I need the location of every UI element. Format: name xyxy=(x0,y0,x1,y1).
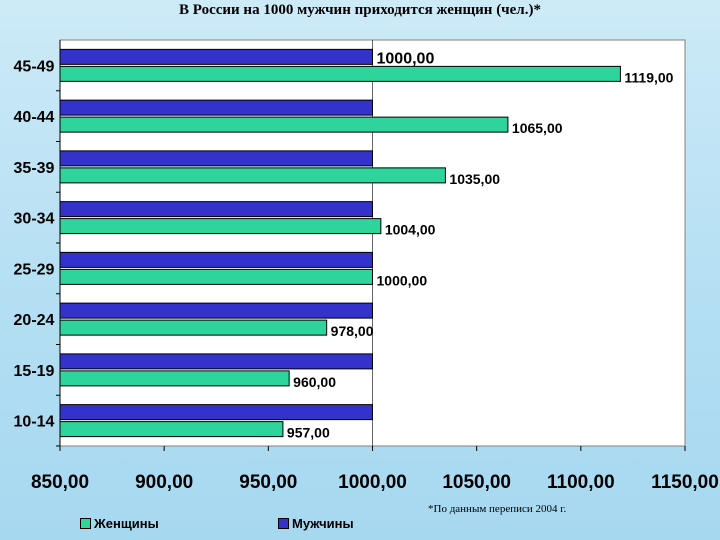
data-label-women: 1000,00 xyxy=(377,272,428,288)
y-tick-label: 45-49 xyxy=(14,58,55,75)
x-tick-label: 950,00 xyxy=(239,472,297,493)
data-label-men: 1000,00 xyxy=(377,50,435,67)
y-tick-label: 40-44 xyxy=(14,109,55,126)
footnote: *По данным переписи 2004 г. xyxy=(428,503,567,515)
x-tick-label: 1000,00 xyxy=(338,472,407,493)
bar-men-45-49 xyxy=(59,48,373,65)
y-tick-label: 10-14 xyxy=(14,414,55,431)
y-tick-label: 15-19 xyxy=(14,363,55,380)
chart-title: В России на 1000 мужчин приходится женщи… xyxy=(179,2,541,18)
x-tick-label: 850,00 xyxy=(31,472,89,493)
bar-women-35-39 xyxy=(59,167,446,184)
legend-item-women: Женщины xyxy=(80,514,159,532)
bar-women-30-34 xyxy=(59,218,382,235)
bar-women-15-19 xyxy=(59,370,290,387)
y-tick-label: 25-29 xyxy=(14,261,55,278)
bar-men-35-39 xyxy=(59,150,373,167)
x-tick-label: 1100,00 xyxy=(547,472,615,493)
legend-item-men: Мужчины xyxy=(278,514,354,532)
bar-men-10-14 xyxy=(59,404,373,421)
bar-women-25-29 xyxy=(59,268,373,285)
data-label-women: 978,00 xyxy=(331,323,374,339)
bar-men-30-34 xyxy=(59,201,373,218)
legend-swatch-men xyxy=(278,517,289,529)
bar-women-10-14 xyxy=(59,421,284,438)
legend-swatch-women xyxy=(80,517,91,529)
bar-women-45-49 xyxy=(59,65,621,82)
data-label-women: 1065,00 xyxy=(512,120,563,136)
bar-men-20-24 xyxy=(59,302,373,319)
bar-men-15-19 xyxy=(59,353,373,370)
data-label-women: 957,00 xyxy=(287,425,330,441)
y-tick-label: 30-34 xyxy=(14,211,55,228)
bar-women-20-24 xyxy=(59,319,328,336)
y-tick-label: 35-39 xyxy=(14,160,55,177)
legend-label-women: Женщины xyxy=(94,515,159,531)
data-label-women: 1119,00 xyxy=(624,69,673,85)
x-tick-label: 900,00 xyxy=(135,472,193,493)
x-tick-label: 1150,00 xyxy=(651,472,719,493)
x-tick-label: 1050,00 xyxy=(442,472,511,493)
data-label-women: 960,00 xyxy=(293,374,336,390)
legend-label-men: Мужчины xyxy=(292,515,354,531)
bar-women-40-44 xyxy=(59,116,509,133)
data-label-women: 1004,00 xyxy=(385,222,436,238)
data-label-women: 1035,00 xyxy=(449,171,500,187)
bar-men-40-44 xyxy=(59,99,373,116)
y-tick-label: 20-24 xyxy=(14,312,55,329)
bar-men-25-29 xyxy=(59,251,373,268)
